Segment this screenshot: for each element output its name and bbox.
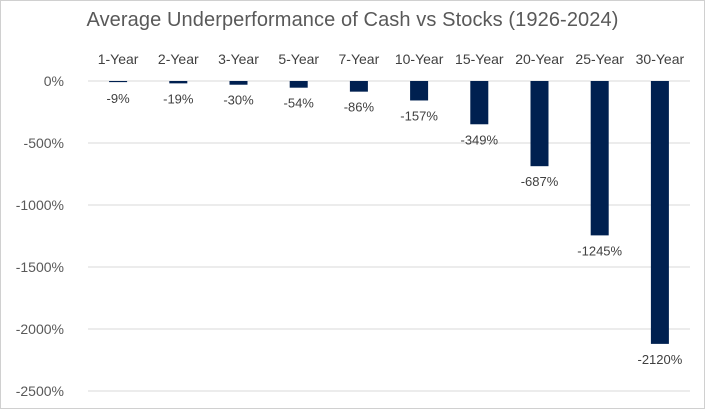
y-tick-label: -2000%: [16, 321, 64, 337]
bar: [349, 81, 368, 92]
data-label: -19%: [163, 91, 194, 106]
bar: [470, 81, 489, 125]
bar: [109, 81, 128, 83]
category-label: 20-Year: [515, 51, 564, 67]
chart-title: Average Underperformance of Cash vs Stoc…: [86, 9, 619, 31]
data-label: -86%: [344, 100, 375, 115]
y-tick-label: 0%: [44, 73, 64, 89]
y-tick-label: -1000%: [16, 197, 64, 213]
bar: [289, 81, 308, 88]
data-label: -157%: [400, 108, 438, 123]
data-label: -30%: [223, 93, 254, 108]
category-label: 25-Year: [575, 51, 624, 67]
y-tick-label: -2500%: [16, 383, 64, 399]
category-label: 10-Year: [395, 51, 444, 67]
y-tick-label: -1500%: [16, 259, 64, 275]
category-label: 30-Year: [636, 51, 685, 67]
bar: [530, 81, 549, 167]
category-label: 15-Year: [455, 51, 504, 67]
category-label: 3-Year: [218, 51, 259, 67]
y-tick-label: -500%: [24, 135, 64, 151]
bar: [590, 81, 609, 236]
category-label: 7-Year: [339, 51, 380, 67]
data-label: -54%: [284, 96, 315, 111]
category-label: 2-Year: [158, 51, 199, 67]
data-label: -2120%: [637, 352, 682, 367]
category-label: 5-Year: [278, 51, 319, 67]
bar: [229, 81, 248, 85]
data-label: -9%: [107, 91, 131, 106]
data-label: -349%: [461, 132, 499, 147]
bar: [169, 81, 188, 84]
bar: [650, 81, 669, 344]
data-label: -1245%: [577, 243, 622, 258]
data-label: -687%: [521, 174, 559, 189]
bar: [410, 81, 429, 101]
category-label: 1-Year: [98, 51, 139, 67]
